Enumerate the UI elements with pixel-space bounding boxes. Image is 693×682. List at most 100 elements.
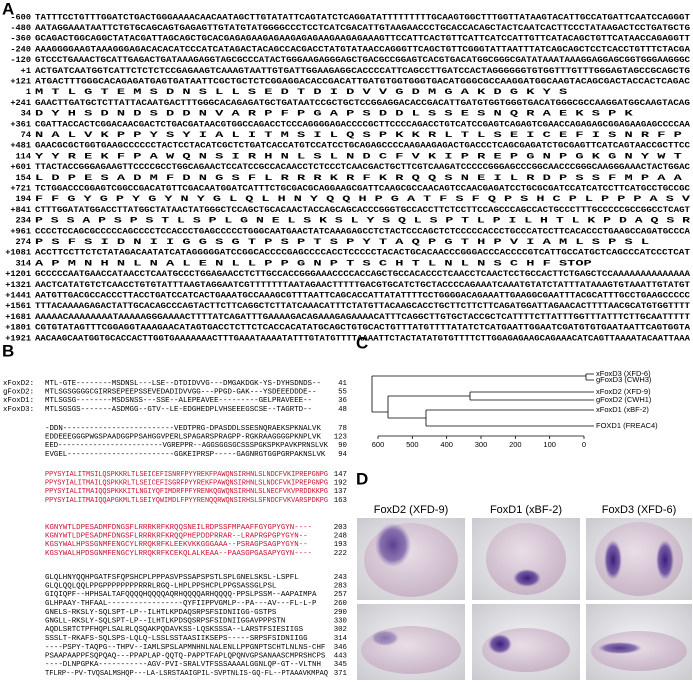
column-header: FoxD3 (XFD-6)	[602, 504, 677, 516]
row-number: +1201	[5, 269, 31, 279]
dna-sequence: TTTACAAAAGAGACTATTGCACAGCCCAGTACTTCTTCAG…	[35, 301, 690, 311]
column-header: FoxD1 (xBF-2)	[490, 504, 562, 516]
aligned-sequence: GLQLQQLQQLPPGPPPPPPPPRRRLRGQ-LHPLPPSHCPL…	[45, 583, 276, 591]
stain	[656, 540, 674, 580]
row-number: +481	[10, 141, 31, 151]
residue-number: 193	[334, 541, 347, 549]
dna-sequence: CGATTACCACTCGGACAACGACTCTGACGATAACGTGGCC…	[35, 119, 691, 129]
residue-number: 137	[334, 488, 347, 496]
row-number: +1681	[5, 312, 31, 322]
residue-number: 55	[338, 389, 347, 397]
residue-number: 371	[334, 670, 348, 678]
tick-label: 300	[475, 440, 488, 449]
panel-label: D	[356, 469, 368, 488]
aligned-sequence: ----PSPY-TAQPG--THPV--IAMLSPSLAPMNHNLNAL…	[45, 644, 325, 652]
dna-sequence: TTACTACCGGGAGAAGTTCCCCGCCTGGCAGAACTCCATC…	[35, 162, 690, 172]
aligned-sequence: PPYSYIALITMAILQSPKKRLTLSEICEFISGRFPYYREK…	[45, 480, 328, 488]
tree-leaf: xFoxD3 (XFD-6)	[596, 369, 651, 378]
stain	[488, 634, 512, 654]
dna-sequence: GTCCCTGAAACTGCATTGAGACTGATAAAGAGGTAGCGCC…	[35, 55, 690, 65]
aligned-sequence: AQDLSRTCTPFHQPLSALRLQSQAKPQDAVKSS-LQSKSS…	[45, 626, 304, 634]
dna-sequence: AATGTTGACGCCACCCTTACCTGATCCATCACTGAAATGC…	[35, 290, 690, 300]
tick-label: 0	[582, 440, 586, 449]
aligned-sequence: KGSYWALHPSSGNMFENGCYLRRQKRFKLEEKVKKGGGAA…	[45, 541, 308, 549]
residue-number: 90	[338, 442, 347, 450]
column-header: FoxD2 (XFD-9)	[374, 504, 449, 516]
aligned-sequence: KGNYWTLDPESADMFDNGSFLRRRKRFKRQQPHEPDDPRR…	[45, 533, 308, 541]
stain	[598, 642, 642, 654]
row-number: +121	[10, 76, 31, 86]
row-number: -360	[10, 34, 31, 44]
stain	[371, 630, 399, 646]
row-number: +1441	[5, 290, 31, 300]
tree-leaf: gFoxD2 (CWH1)	[596, 395, 652, 404]
aligned-sequence: PSAAPAAPPFSQPQAQ---PPAPLAP-QQTQ-PAPPTFAP…	[45, 653, 326, 661]
row-number: +1321	[5, 280, 31, 290]
dna-sequence: AAAAACAAAAAAAATAAAAAGGGAAAACTTTTATCAGATT…	[35, 312, 690, 322]
aligned-sequence: KGNYWTLDPESADMFDNGSFLRRRKRFKRQQSNEILRDPS…	[45, 524, 312, 532]
aligned-sequence: GIQIQPF--HPHSALTAFQQQQHQQQQAQRHQQQQARHQQ…	[45, 591, 317, 599]
dna-sequence: GCCCCCAATGAACCATAACCTCAATGCCCTGGAGAACCTC…	[35, 269, 691, 279]
row-number: 154	[16, 173, 31, 183]
aligned-sequence: MTLSGSGS-------ASDMGG--GTV--LE-EDGHEDPLV…	[45, 406, 312, 414]
row-number: +601	[10, 162, 31, 172]
dna-sequence: CCCCTCCAGCGCCCCCAGCCCCTCCACCCTGAGCCCCCTG…	[35, 226, 691, 236]
residue-number: 346	[334, 644, 347, 652]
protein-sequence: D Y H S D N D S D D N V A R P F P G A P …	[35, 109, 634, 119]
sequence-name: gFoxD2:	[3, 389, 34, 397]
residue-number: 330	[334, 618, 347, 626]
row-number: +241	[10, 98, 31, 108]
row-number: 74	[21, 130, 31, 140]
row-number: +721	[10, 183, 31, 193]
panel-label: B	[2, 341, 14, 360]
dna-sequence: AATAGGAAATAATTCTGTGCAGCAGTGAGAGTTGTATGTA…	[35, 23, 690, 33]
aligned-sequence: EVGEL------------------------GGKEIPRSP--…	[45, 451, 326, 459]
aligned-sequence: PPYSYIALITMAIQQSPKKKITLNGIYQFIMDRFPFYREN…	[45, 488, 328, 496]
row-number: 274	[16, 237, 31, 247]
residue-number: 48	[338, 406, 347, 414]
row-number: +1921	[5, 333, 31, 343]
dna-sequence: TATTTCCTGTTTGGATCTGACTGGGAAAACAACAATAGCT…	[35, 12, 690, 22]
dna-sequence: AAAGGGGAAGTAAAGGGAGACACACATCCCATCATAGACT…	[35, 44, 691, 54]
residue-number: 94	[338, 451, 347, 459]
residue-number: 260	[334, 600, 347, 608]
residue-number: 243	[334, 574, 347, 582]
aligned-sequence: -DDN-------------------------VEDTPRG-DPA…	[45, 425, 321, 433]
dna-sequence: ACCTTCCTTCTCTATAGACAATATCATAGGGGGATCCGGC…	[35, 248, 690, 258]
row-number: 314	[16, 258, 31, 268]
aligned-sequence: KGSYWALHPDSGNMFENGCYLRRQKRFKCEKQLALKEAA-…	[45, 550, 312, 558]
row-number: +1081	[5, 248, 31, 258]
tick-label: 500	[406, 440, 419, 449]
aligned-sequence: GLHPAAY-THFAAL-----------------QYFIIPPVG…	[45, 600, 317, 608]
aligned-sequence: GNGLL-RKSLY-SQLSPT-LP--ILHTLKPDSQSRPSFSI…	[45, 618, 285, 626]
protein-sequence: P S S A P S P S T L S P L G N E L S K S …	[35, 216, 691, 226]
tick-label: 200	[509, 440, 522, 449]
aligned-sequence: TFLRP--PV-TVQSALMSHQP---LA-LSRSTAAIGPIL-…	[45, 670, 329, 678]
stain	[513, 569, 541, 587]
residue-number: 78	[338, 425, 347, 433]
dna-sequence: ACTGATCAATGGTCATTCTCTCTCCGAGAAGTCAAAGTAA…	[35, 66, 690, 76]
protein-sequence: Y Y R E K F P A W Q N S I R H N L S L N …	[35, 151, 682, 161]
row-number: 114	[16, 151, 31, 161]
protein-sequence: M T L G T E M S D N S L L S E D T D I D …	[35, 87, 567, 97]
dna-sequence: AACTCATATGTCTCAACCTGTGTATTTAAGTAGGAATCGT…	[35, 280, 690, 290]
tick-label: 400	[440, 440, 453, 449]
protein-sequence: P S F S I D N I I G G S G T P S P T S P …	[35, 237, 649, 247]
residue-number: 203	[334, 524, 347, 532]
tree-leaf: xFoxD1 (xBF-2)	[596, 405, 649, 414]
protein-sequence: F F G Y G P Y G Y N Y G L Q L H N Y Q Q …	[35, 194, 691, 204]
row-number: -600	[10, 12, 31, 22]
dna-sequence: CGTGTATAGTTTCGGAGGTAAAGAACATAGTGACCTCTTC…	[35, 323, 691, 333]
protein-sequence: L D P E S A D M F D N G S F L R R R K R …	[35, 173, 683, 183]
tick-label: 600	[372, 440, 385, 449]
aligned-sequence: MTL-GTE--------MSDNSL---LSE--DTDIDVVG---…	[45, 380, 321, 388]
row-number: +1801	[5, 323, 31, 333]
row-number: +1	[21, 66, 31, 76]
residue-number: 222	[334, 550, 347, 558]
row-number: 234	[16, 216, 31, 226]
row-number: +841	[10, 205, 31, 215]
dna-sequence: CTTTGGATATGGACCTTATGGCTATAACTATGGGCTCCAG…	[35, 205, 690, 215]
tree-leaf: gFoxD3 (CWH3)	[596, 375, 652, 384]
dna-sequence: AACAAGCAATGGTGCACCACTTGGTGAAAAAAACTTTGAA…	[35, 333, 691, 343]
